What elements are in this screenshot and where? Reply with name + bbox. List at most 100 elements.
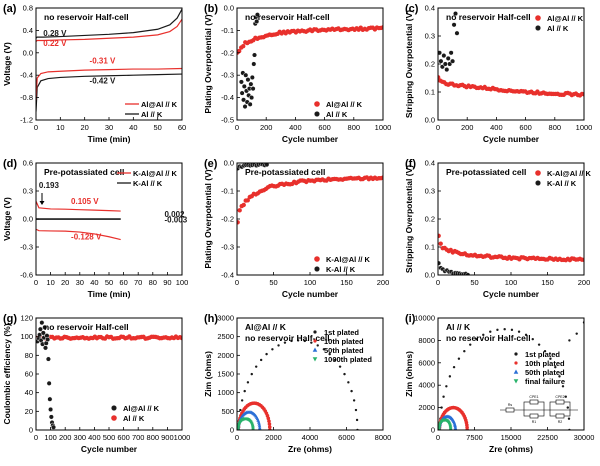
- y-tick-label: 0.6: [23, 159, 33, 168]
- legend-marker: [313, 330, 317, 334]
- legend-marker: [535, 170, 541, 176]
- y-tick-label: 4000: [418, 381, 435, 390]
- series-line: [36, 8, 182, 39]
- data-point: [442, 61, 448, 67]
- plot-frame: [236, 317, 384, 431]
- data-point: [257, 422, 262, 426]
- data-point: [581, 92, 584, 97]
- y-tick-label: 0: [431, 426, 435, 435]
- plot-area: [438, 11, 584, 98]
- data-point: [450, 58, 456, 64]
- legend-label: 10th plated: [525, 359, 565, 368]
- x-tick-label: 150: [340, 278, 353, 287]
- x-tick-label: 50: [470, 278, 478, 287]
- data-point: [241, 202, 246, 208]
- data-point: [451, 22, 457, 28]
- x-tick-label: 0: [436, 123, 440, 132]
- panel-title: Pre-potassiated cell: [44, 167, 124, 177]
- data-point: [250, 86, 256, 92]
- y-tick-label: 0.1: [425, 243, 435, 252]
- series-line: [36, 228, 121, 241]
- y-tick-label: 80: [25, 351, 33, 360]
- x-tick-label: 200: [260, 123, 273, 132]
- y-tick-label: 0.0: [425, 116, 435, 125]
- y-axis-label: Plating Overpotential (V): [203, 169, 213, 268]
- panel-e: (e) 0 50 100 150 200 -0.4 -0.3 -0.2 -0.1 0.0 Cycle …: [203, 158, 389, 299]
- panel-title: Al@Al // K: [245, 322, 287, 332]
- panel-c: (c) 0 200 400 600 800 1000 0.0 0.1 0.2 0.3 0.4 Cycle…: [404, 3, 592, 144]
- x-tick-label: 15000: [501, 433, 522, 442]
- data-point: [277, 344, 280, 347]
- data-point: [256, 420, 261, 424]
- data-point: [440, 406, 443, 409]
- data-point: [246, 381, 250, 384]
- data-point: [444, 67, 450, 73]
- data-point: [510, 328, 514, 332]
- plot-frame: [437, 7, 585, 121]
- y-tick-label: -0.3: [221, 243, 234, 252]
- series-1000th-plated: [237, 417, 255, 430]
- y-tick-label: 2500: [217, 332, 234, 341]
- cpe-element: [529, 399, 539, 405]
- y-tick-label: -0.4: [221, 93, 234, 102]
- panel-title: Al // K: [446, 322, 471, 332]
- data-point: [254, 12, 260, 18]
- circuit-label: R1: [532, 420, 537, 424]
- legend-label: 1st plated: [525, 350, 560, 359]
- legend: Al@Al // KAl // K: [125, 100, 178, 119]
- x-tick-label: 800: [549, 123, 562, 132]
- data-point: [453, 425, 458, 429]
- x-tick-label: 22500: [537, 433, 558, 442]
- y-tick-label: 3000: [217, 314, 234, 323]
- data-point: [249, 95, 255, 101]
- data-point: [237, 220, 240, 225]
- x-tick-label: 60: [119, 278, 127, 287]
- data-point: [242, 104, 248, 110]
- value-annotation: 0.193: [39, 181, 60, 190]
- y-tick-label: -0.1: [221, 26, 234, 35]
- x-tick-label: 1000: [375, 123, 392, 132]
- panel-title: Pre-potassiated cell: [245, 167, 325, 177]
- x-axis-label: Zre (ohms): [489, 444, 533, 454]
- x-tick-label: 50: [105, 278, 113, 287]
- series-final-failure: [438, 418, 453, 430]
- y-axis-label: Plating Overpotential (V): [203, 14, 213, 113]
- panel-b: (b) 0 200 400 600 800 1000 -0.5 -0.4 -0.3 -0.2 -0.1…: [203, 3, 391, 144]
- data-point: [259, 358, 263, 362]
- x-axis-label: Cycle number: [483, 289, 540, 299]
- panel-title: Pre-potassiated cell: [446, 167, 526, 177]
- series-k-al-k: [237, 163, 270, 171]
- series-line: [36, 201, 121, 212]
- data-point: [448, 50, 454, 56]
- data-point: [352, 399, 356, 402]
- resistor-rs: [505, 407, 515, 413]
- x-tick-label: 2000: [265, 433, 282, 442]
- plot-frame: [437, 162, 585, 276]
- legend-label: Al@Al // K: [547, 14, 584, 23]
- y-tick-label: 60: [25, 370, 33, 379]
- value-annotation: -0.128 V: [71, 233, 102, 242]
- data-point: [566, 406, 569, 409]
- value-annotation: 0.105 V: [71, 197, 99, 206]
- cpe-element: [555, 399, 565, 405]
- data-point: [503, 328, 506, 331]
- plot-area: [438, 233, 584, 275]
- data-point: [567, 417, 571, 420]
- x-tick-label: 100: [44, 433, 57, 442]
- x-tick-label: 50: [269, 278, 277, 287]
- plot-frame: [35, 162, 183, 276]
- legend-label: Al // K: [547, 24, 569, 33]
- x-axis-label: Cycle number: [483, 134, 540, 144]
- data-point: [48, 406, 54, 413]
- legend-label: K-Al // K: [547, 179, 577, 188]
- plot-area: [36, 8, 182, 112]
- plot-frame: [236, 162, 384, 276]
- x-tick-label: 50: [153, 123, 161, 132]
- legend-label: K-Al@Al // K: [133, 169, 178, 178]
- panel-letter: (i): [405, 313, 416, 325]
- x-tick-label: 60: [178, 123, 186, 132]
- data-point: [343, 372, 346, 376]
- x-tick-label: 0: [34, 278, 38, 287]
- data-point: [558, 375, 561, 378]
- legend-marker: [534, 24, 542, 32]
